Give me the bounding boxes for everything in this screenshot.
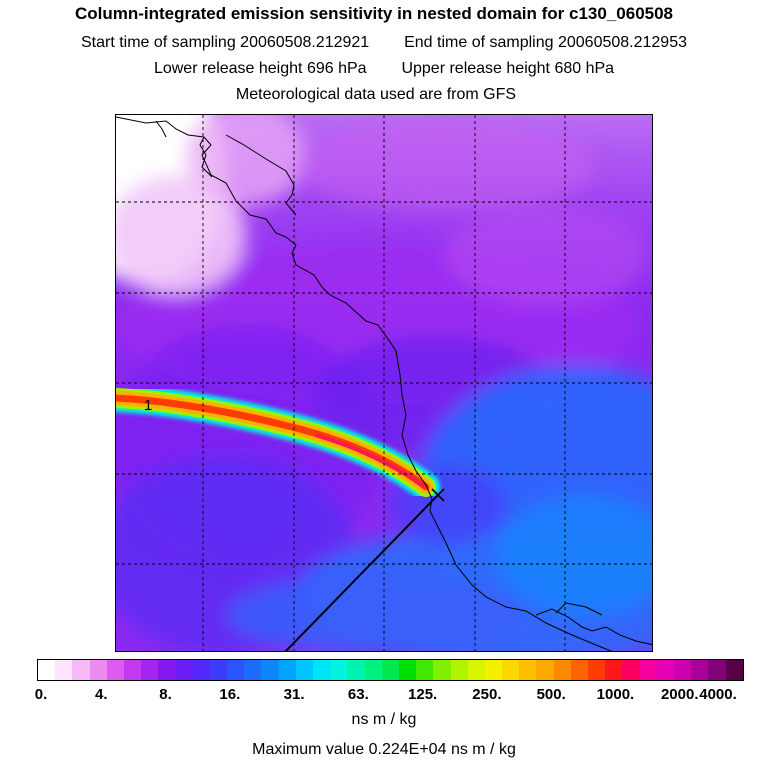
colorbar-segment: [123, 660, 142, 680]
colorbar-tick-label: 1000.: [596, 686, 635, 703]
colorbar-segment: [278, 660, 296, 680]
colorbar-segment: [416, 660, 434, 680]
colorbar-tick-label: 16.: [219, 686, 241, 703]
colorbar-segment: [588, 660, 606, 680]
colorbar-segment: [639, 660, 657, 680]
colorbar-segment: [656, 660, 674, 680]
colorbar-tick-label: 63.: [347, 686, 369, 703]
colorbar-segment: [244, 660, 262, 680]
colorbar-tick-label: 2000.: [660, 686, 699, 703]
release-point-marker: [431, 488, 445, 502]
colorbar-segment: [175, 660, 193, 680]
max-value-label: Maximum value: [252, 741, 365, 758]
start-time-value: 20060508.212921: [240, 34, 370, 51]
colorbar-segment: [570, 660, 588, 680]
colorbar-segment: [450, 660, 468, 680]
colorbar-segment: [536, 660, 554, 680]
colorbar: [37, 659, 744, 681]
colorbar-segment: [141, 660, 159, 680]
plot-title: Column-integrated emission sensitivity i…: [74, 4, 674, 23]
colorbar-units: ns m / kg: [351, 711, 417, 728]
colorbar-segment: [725, 660, 743, 680]
plume-label: 1: [144, 397, 152, 414]
colorbar-segment: [313, 660, 331, 680]
start-time-label: Start time of sampling: [80, 34, 236, 51]
colorbar-segment: [553, 660, 571, 680]
colorbar-segment: [381, 660, 399, 680]
colorbar-segment: [484, 660, 503, 680]
emission-plume: [116, 384, 440, 501]
release-heights: Lower release height 696 hPa Upper relea…: [0, 60, 768, 78]
colorbar-segment: [209, 660, 228, 680]
colorbar-segment: [398, 660, 417, 680]
colorbar-tick-label: 250.: [472, 686, 502, 703]
colorbar-segment: [673, 660, 692, 680]
colorbar-segment: [347, 660, 365, 680]
colorbar-segment: [106, 660, 124, 680]
upper-height-value: 680 hPa: [554, 60, 615, 77]
sampling-times: Start time of sampling 20060508.212921 E…: [0, 34, 768, 52]
colorbar-segment: [295, 660, 313, 680]
colorbar-segment: [605, 660, 623, 680]
colorbar-tick-label: 4.: [95, 686, 108, 703]
colorbar-segment: [433, 660, 451, 680]
max-value-number: 0.224E+04: [368, 741, 447, 758]
colorbar-segment: [72, 660, 90, 680]
max-value-units: ns m / kg: [450, 741, 516, 758]
colorbar-segment: [364, 660, 382, 680]
colorbar-segment: [227, 660, 245, 680]
colorbar-segment: [519, 660, 537, 680]
colorbar-segment: [691, 660, 709, 680]
colorbar-tick-label: 8.: [159, 686, 172, 703]
colorbar-segment: [330, 660, 348, 680]
lower-height-value: 696 hPa: [306, 60, 367, 77]
colorbar-segment: [89, 660, 107, 680]
colorbar-segment: [708, 660, 726, 680]
coastlines: [116, 116, 652, 651]
end-time-value: 20060508.212953: [557, 34, 687, 51]
maximum-value: Maximum value 0.224E+04 ns m / kg: [0, 741, 768, 759]
upper-height-label: Upper release height: [401, 60, 550, 77]
sensitivity-map: 1: [115, 114, 653, 652]
colorbar-segment: [622, 660, 640, 680]
flight-track: [284, 494, 439, 651]
colorbar-segment: [467, 660, 485, 680]
colorbar-tick-label: 0.: [34, 686, 48, 703]
colorbar-tick-label: 4000.: [699, 686, 737, 703]
colorbar-segment: [261, 660, 279, 680]
colorbar-tick-label: 500.: [536, 686, 566, 703]
map-canvas: 1: [116, 115, 652, 651]
lower-height-label: Lower release height: [153, 60, 303, 77]
colorbar-segment: [502, 660, 520, 680]
colorbar-segment: [38, 660, 56, 680]
colorbar-tick-label: 125.: [408, 686, 438, 703]
colorbar-segment: [55, 660, 73, 680]
colorbar-segment: [158, 660, 176, 680]
met-data-source: Meteorological data used are from GFS: [235, 86, 517, 103]
colorbar-tick-label: 31.: [283, 686, 305, 703]
end-time-label: End time of sampling: [404, 34, 554, 51]
colorbar-segment: [192, 660, 210, 680]
